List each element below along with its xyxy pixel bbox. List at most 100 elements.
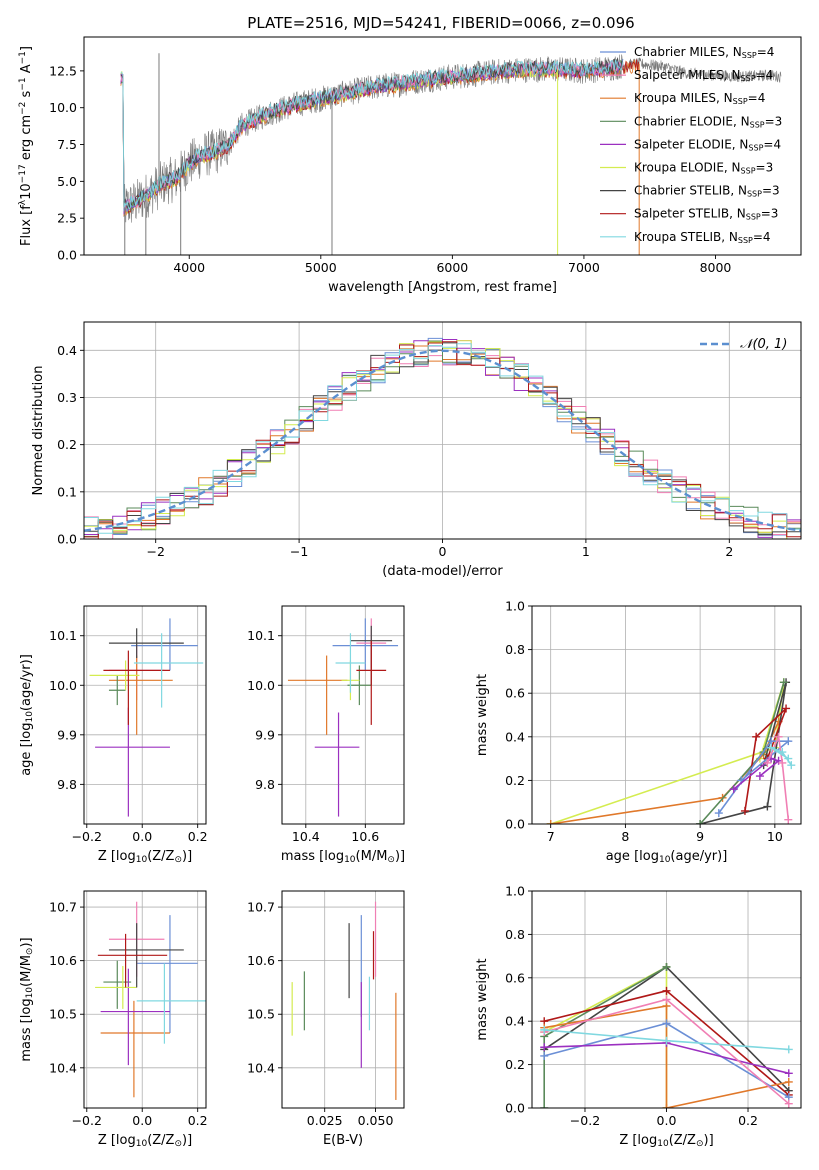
residuals-xtick-label: −2 [146,544,164,559]
chart-panels: 4000 5000 6000 7000 80000.02.55.07.510.012.5… [18,36,802,1149]
legend-sub: SSP [746,213,761,222]
mass_vs_Z-ylabel-part: (M/M [19,955,34,987]
weight-marker-salpeter_miles [763,758,772,767]
spectrum-ylabel-part: A [19,64,34,77]
residuals-xlabel: (data-model)/error [382,564,503,579]
age_vs_mass-xtick-label: 10.4 [292,829,320,844]
weight_vs_age-ytick-label: 0.8 [505,642,525,657]
residuals-xtick-label: 2 [725,544,733,559]
spectrum-xlabel: wavelength [Angstrom, rest frame] [328,280,557,295]
weight-marker-kroupa_stelib [540,1025,549,1034]
age_vs_mass-panel: 10.4 10.6 9.8 9.9 10.0 10.1 mass [log10(M/M⊙)] [247,605,405,865]
age_vs_Z-xlabel-part: Z [log [98,849,136,864]
weight-marker-kroupa_stelib [662,1036,671,1045]
weight-marker-salpeter_miles [778,758,787,767]
mass_vs_Z-ytick-label: 10.7 [49,900,77,915]
legend-label: Salpeter ELODIE, N [634,137,748,151]
weight-marker-salpeter_miles [784,1099,793,1108]
mass_vs_Z-ylabel-part: ⊙ [25,948,35,956]
legend-label: Chabrier STELIB, N [634,184,747,198]
spectrum-plot-area [120,53,782,255]
weight_vs_Z-ytick-label: 0.2 [505,1057,525,1072]
legend-entry-chabrier_stelib: Chabrier STELIB, NSSP=3 [634,184,780,199]
legend-entry-salpeter_elodie: Salpeter ELODIE, NSSP=4 [634,137,781,152]
weight-marker-chabrier_elodie [779,678,788,687]
weight_vs_Z-xtick-label: 0.2 [738,1113,758,1128]
age_vs_Z-xlabel: Z [log10(Z/Z⊙)] [98,849,192,865]
weight_vs_age-xtick-label: 7 [547,829,555,844]
figure-title: PLATE=2516, MJD=54241, FIBERID=0066, z=0… [247,14,634,32]
legend-suffix: =4 [756,68,774,82]
weight_vs_age-ytick-label: 0.2 [505,773,525,788]
weight-marker-salpeter_miles [774,732,783,741]
weight_vs_Z-xlabel-part: ⊙ [696,1139,704,1149]
hist-chabrier_elodie [84,340,801,539]
age_vs_mass-xlabel: mass [log10(M/M⊙)] [281,849,405,865]
weight_vs_age-ytick-label: 0.6 [505,686,525,701]
weight_vs_Z-ytick-label: 0.6 [505,970,525,985]
age_vs_Z-ytick-label: 10.1 [49,628,77,643]
spectrum-ylabel-part: −2 [18,102,28,115]
normal-legend-label: 𝒩(0, 1) [740,337,787,352]
weight_vs_age-xlabel-part: (age/yr)] [670,849,727,864]
weight_vs_Z-ytick-label: 0.0 [505,1101,525,1116]
mass_vs_Z-ylabel-part: mass [log [19,998,34,1061]
mass_vs_ebv-frame [281,890,405,1109]
weight_vs_age-xlabel-part: 10 [659,855,671,865]
weight_vs_Z-xlabel-part: (Z/Z [669,1133,696,1148]
mass_vs_ebv-panel: 0.025 0.050 10.4 10.5 10.6 10.7 E(B-V) [247,890,405,1148]
mass_vs_Z-xlabel-part: ⊙ [174,1139,182,1149]
weight_vs_age-ytick-label: 1.0 [505,599,525,614]
age_vs_Z-ytick-label: 9.8 [57,777,77,792]
age_vs_mass-xlabel-part: (M/M [356,849,388,864]
weight-series-salpeter_elodie [733,757,781,790]
age_vs_Z-xtick-label: −0.2 [72,829,102,844]
age_vs_mass-ytick-label: 10.0 [247,678,275,693]
age_vs_Z-plot-area [89,618,204,817]
legend-entry-salpeter_miles: Salpeter MILES, NSSP=4 [634,68,773,83]
mass_vs_Z-xlabel-part: )] [182,1133,192,1148]
weight_vs_Z-xlabel-part: )] [704,1133,714,1148]
mass_vs_Z-plot-area [95,901,206,1098]
weight-marker-salpeter_elodie [540,1043,549,1052]
age_vs_Z-xlabel-part: )] [182,849,192,864]
weight_vs_age-ytick-label: 0.0 [505,817,525,832]
legend-suffix: =4 [763,137,781,151]
mass_vs_Z-xtick-label: 0.0 [132,1113,152,1128]
mass_vs_Z-xtick-label: 0.2 [188,1113,208,1128]
weight_vs_Z-plot-area [540,962,793,1108]
age_vs_Z-ytick-label: 10.0 [49,678,77,693]
mass_vs_ebv-xtick-label: 0.050 [358,1113,394,1128]
age_vs_Z-xtick-label: 0.0 [132,829,152,844]
weight_vs_Z-xlabel-part: Z [log [619,1133,657,1148]
spectrum-xtick-label: 4000 [173,260,205,275]
weight_vs_Z-panel: −0.2 0.0 0.2 0.0 0.2 0.4 0.6 0.8 1.0 Z [log10(Z/Z… [475,884,802,1149]
weight-marker-salpeter_miles [662,995,671,1004]
legend-entry-kroupa_elodie: Kroupa ELODIE, NSSP=3 [634,161,773,176]
legend-entry-salpeter_stelib: Salpeter STELIB, NSSP=3 [634,207,778,222]
spectrum-xtick-label: 7000 [568,260,600,275]
weight-series-salpeter_miles [766,733,790,820]
mass_vs_ebv-ytick-label: 10.6 [247,953,275,968]
weight-marker-salpeter_elodie [729,785,738,794]
spectrum-model-kroupa_stelib [120,59,624,210]
weight-marker-chabrier_miles [540,1051,549,1060]
legend-entry-chabrier_miles: Chabrier MILES, NSSP=4 [634,45,774,60]
weight-marker-kroupa_stelib [778,748,787,757]
mass_vs_Z-ylabel-part: )] [19,937,34,947]
mass_vs_Z-ytick-label: 10.5 [49,1007,77,1022]
age_vs_Z-ylabel-part: (age/yr)] [19,654,34,711]
legend-suffix: =3 [765,114,783,128]
weight-marker-salpeter_stelib [752,732,761,741]
age_vs_mass-xlabel-part: ⊙ [387,855,395,865]
hist-kroupa_stelib [84,343,801,534]
mass_vs_ebv-xtick-label: 0.025 [307,1113,343,1128]
age_vs_Z-ylabel: age [log10(age/yr)] [19,654,35,776]
mass_vs_Z-ylabel: mass [log10(M/M⊙)] [19,937,35,1061]
legend-label: Salpeter MILES, N [634,68,741,82]
weight-marker-salpeter_stelib [782,704,791,713]
weight_vs_age-xtick-label: 9 [696,829,704,844]
mass_vs_Z-xlabel-part: Z [log [98,1133,136,1148]
weight_vs_Z-xtick-label: −0.2 [570,1113,600,1128]
